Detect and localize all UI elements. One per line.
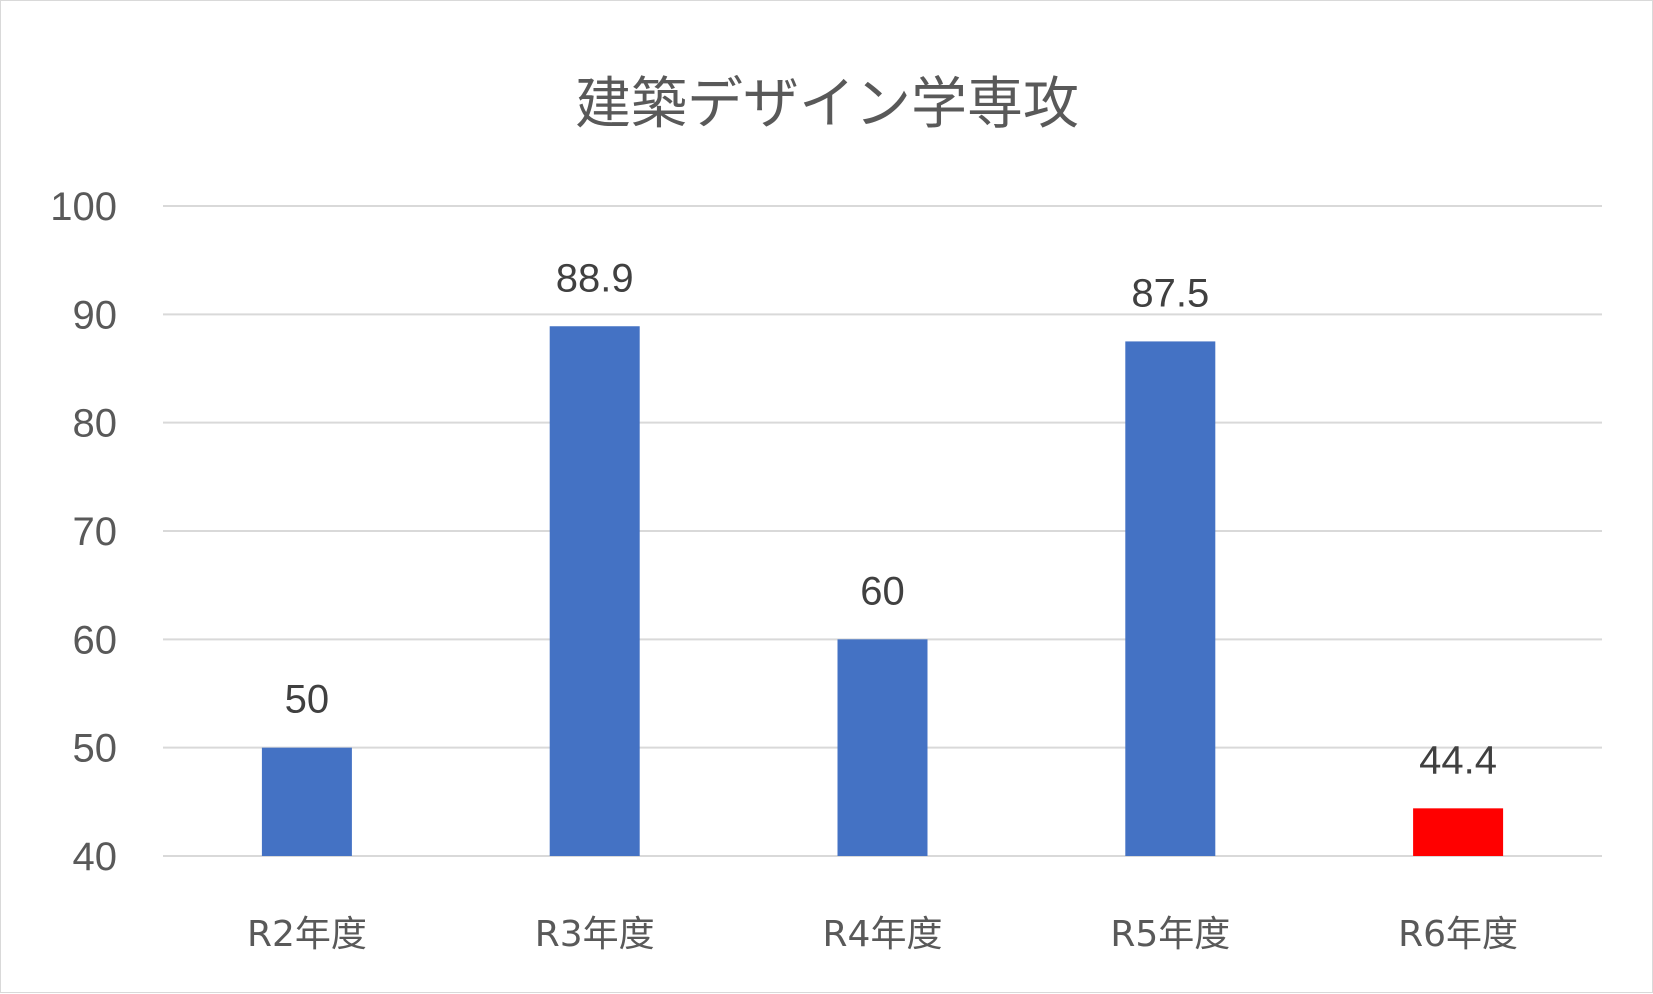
x-category-label: R4年度 — [823, 914, 943, 955]
data-label: 50 — [285, 678, 330, 722]
bar — [1125, 341, 1216, 857]
chart-title: 建築デザイン学専攻 — [575, 72, 1079, 137]
bar — [549, 326, 640, 856]
y-tick-label: 50 — [73, 727, 118, 771]
y-axis-ticks: 40 50 60 70 80 90 100 — [50, 185, 117, 879]
data-label: 60 — [860, 569, 905, 613]
y-tick-label: 40 — [73, 835, 118, 879]
y-tick-label: 100 — [50, 185, 117, 229]
y-tick-label: 70 — [73, 510, 118, 554]
x-category-label: R5年度 — [1110, 914, 1230, 955]
bars — [261, 326, 1504, 857]
data-label: 44.4 — [1419, 738, 1497, 782]
x-category-label: R2年度 — [247, 914, 367, 955]
bar — [837, 639, 928, 856]
data-labels: 50 88.9 60 87.5 44.4 — [285, 256, 1497, 782]
x-category-label: R3年度 — [535, 914, 655, 955]
bar — [261, 747, 352, 856]
data-label: 87.5 — [1131, 271, 1209, 315]
x-axis-categories: R2年度 R3年度 R4年度 R5年度 R6年度 — [247, 914, 1518, 955]
data-label: 88.9 — [556, 256, 634, 300]
x-category-label: R6年度 — [1398, 914, 1518, 955]
y-tick-label: 90 — [73, 293, 118, 337]
y-tick-label: 60 — [73, 618, 118, 662]
bar — [1413, 808, 1504, 856]
y-tick-label: 80 — [73, 402, 118, 446]
